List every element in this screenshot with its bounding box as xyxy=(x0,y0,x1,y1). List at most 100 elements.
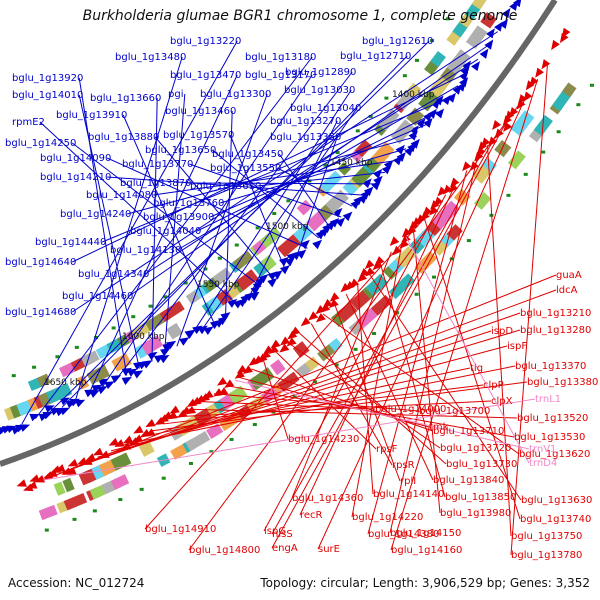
gene-arrow-55 xyxy=(132,370,144,379)
reverse-gene-connector-43 xyxy=(510,65,548,556)
reverse-gene-label-23: rplI xyxy=(400,476,416,487)
reverse-gene-label-26: bglu_1g13630 xyxy=(521,495,592,506)
feature-block-24 xyxy=(296,199,313,216)
feature-block-126 xyxy=(110,474,130,490)
gene-arrow-25 xyxy=(59,407,70,416)
gene-arrow-188 xyxy=(462,161,472,172)
forward-gene-label-34: bglu_1g13900 xyxy=(143,212,214,223)
reverse-gene-label-35: bglu_1g14380 xyxy=(368,529,439,540)
gene-arrow-223 xyxy=(484,39,494,50)
feature-block-153 xyxy=(474,192,492,210)
reverse-gene-connector-39 xyxy=(271,119,509,549)
gene-arrow-32 xyxy=(74,399,86,408)
gene-arrow-60 xyxy=(167,411,178,420)
forward-gene-connector-35 xyxy=(196,111,438,232)
feature-block-118 xyxy=(494,139,512,158)
gene-arrow-45 xyxy=(132,434,143,443)
rna-gene-label-2: trnD4 xyxy=(529,458,557,469)
reverse-gene-connector-29 xyxy=(351,240,403,518)
green-marker-32 xyxy=(139,487,144,491)
forward-gene-label-32: bglu_1g13760 xyxy=(153,198,224,209)
feature-block-63 xyxy=(277,233,302,258)
gene-arrow-226 xyxy=(541,59,551,70)
reverse-gene-connector-19 xyxy=(287,341,441,449)
forward-gene-label-18: bglu_1g13270 xyxy=(270,116,341,127)
gene-arrow-140 xyxy=(359,267,370,278)
forward-gene-label-11: pgi xyxy=(168,89,183,100)
reverse-gene-connector-38 xyxy=(271,132,499,535)
gene-arrow-142 xyxy=(365,267,375,277)
reverse-gene-label-43: bglu_1g13780 xyxy=(511,550,582,561)
gene-arrow-96 xyxy=(260,350,271,360)
gene-arrow-147 xyxy=(335,217,346,228)
green-marker-15 xyxy=(272,212,277,216)
gene-arrow-222 xyxy=(529,76,539,87)
gene-arrow-185 xyxy=(410,138,420,149)
reverse-gene-label-33: ispG xyxy=(264,526,286,537)
gene-arrow-118 xyxy=(272,270,283,280)
feature-block-120 xyxy=(38,504,58,521)
gene-arrow-124 xyxy=(320,303,331,313)
forward-gene-label-21: bglu_1g13570 xyxy=(163,130,234,141)
gene-arrow-151 xyxy=(392,245,402,256)
gene-arrow-169 xyxy=(420,211,430,222)
green-marker-20 xyxy=(355,129,360,133)
reverse-gene-label-32: bglu_1g14910 xyxy=(145,524,216,535)
tick-1500kbp: 1500 kbp xyxy=(266,222,309,232)
green-marker-8 xyxy=(148,304,153,308)
reverse-gene-label-37: bglu_1g13750 xyxy=(511,531,582,542)
forward-gene-connector-40 xyxy=(128,45,489,297)
gene-arrow-67 xyxy=(185,406,197,415)
reverse-gene-label-34: recR xyxy=(300,510,323,521)
forward-gene-label-41: bglu_1g14680 xyxy=(5,307,76,318)
reverse-gene-connector-34 xyxy=(299,182,457,516)
green-marker-7 xyxy=(131,315,136,319)
gene-arrow-166 xyxy=(373,175,383,186)
green-marker-22 xyxy=(384,96,389,100)
forward-gene-label-14: bglu_1g13040 xyxy=(290,103,361,114)
gene-arrow-86 xyxy=(234,370,245,379)
gene-arrow-1 xyxy=(16,479,27,487)
gene-arrow-204 xyxy=(494,128,504,139)
reverse-gene-label-12: bglu_1g14000 xyxy=(375,404,446,415)
reverse-gene-connector-9 xyxy=(163,384,484,425)
gene-arrow-76 xyxy=(203,390,214,399)
forward-gene-connector-12 xyxy=(176,93,268,347)
forward-gene-connector-13 xyxy=(188,89,352,339)
green-marker-25 xyxy=(430,39,435,43)
reverse-gene-label-40: bglu_1g14800 xyxy=(189,545,260,556)
reverse-gene-connector-32 xyxy=(144,206,436,530)
gene-arrow-220 xyxy=(479,48,489,59)
forward-gene-connector-28 xyxy=(107,176,364,196)
green-marker-28 xyxy=(44,528,49,532)
gene-arrow-21 xyxy=(67,458,79,467)
green-marker-40 xyxy=(313,380,318,384)
feature-block-75 xyxy=(406,107,425,126)
gene-arrow-18 xyxy=(42,411,53,420)
gene-arrow-177 xyxy=(396,152,406,162)
gene-arrow-92 xyxy=(248,357,259,366)
forward-gene-label-17: rpmE2 xyxy=(12,117,45,128)
green-marker-48 xyxy=(466,239,471,243)
green-marker-39 xyxy=(292,395,297,399)
feature-block-97 xyxy=(228,385,248,405)
green-marker-51 xyxy=(523,172,528,176)
tick-1650kbp: 1650 kbp xyxy=(44,378,87,388)
feature-block-149 xyxy=(414,251,438,274)
green-marker-30 xyxy=(92,509,97,513)
gene-arrow-106 xyxy=(279,336,291,346)
feature-block-20 xyxy=(232,250,254,271)
gene-arrow-130 xyxy=(329,292,340,302)
reverse-gene-label-19: bglu_1g13720 xyxy=(440,443,511,454)
forward-gene-connector-4 xyxy=(74,56,183,402)
rna-gene-connector-1 xyxy=(234,379,530,450)
gene-arrow-144 xyxy=(364,259,375,270)
feature-block-64 xyxy=(293,223,314,244)
feature-block-130 xyxy=(185,431,211,452)
reverse-gene-label-7: tig xyxy=(470,363,483,374)
feature-block-73 xyxy=(371,141,395,166)
feature-block-62 xyxy=(260,254,277,272)
forward-gene-label-5: bglu_1g13470 xyxy=(170,70,241,81)
reverse-gene-label-24: bglu_1g13840 xyxy=(433,475,504,486)
gene-arrow-62 xyxy=(169,405,180,414)
